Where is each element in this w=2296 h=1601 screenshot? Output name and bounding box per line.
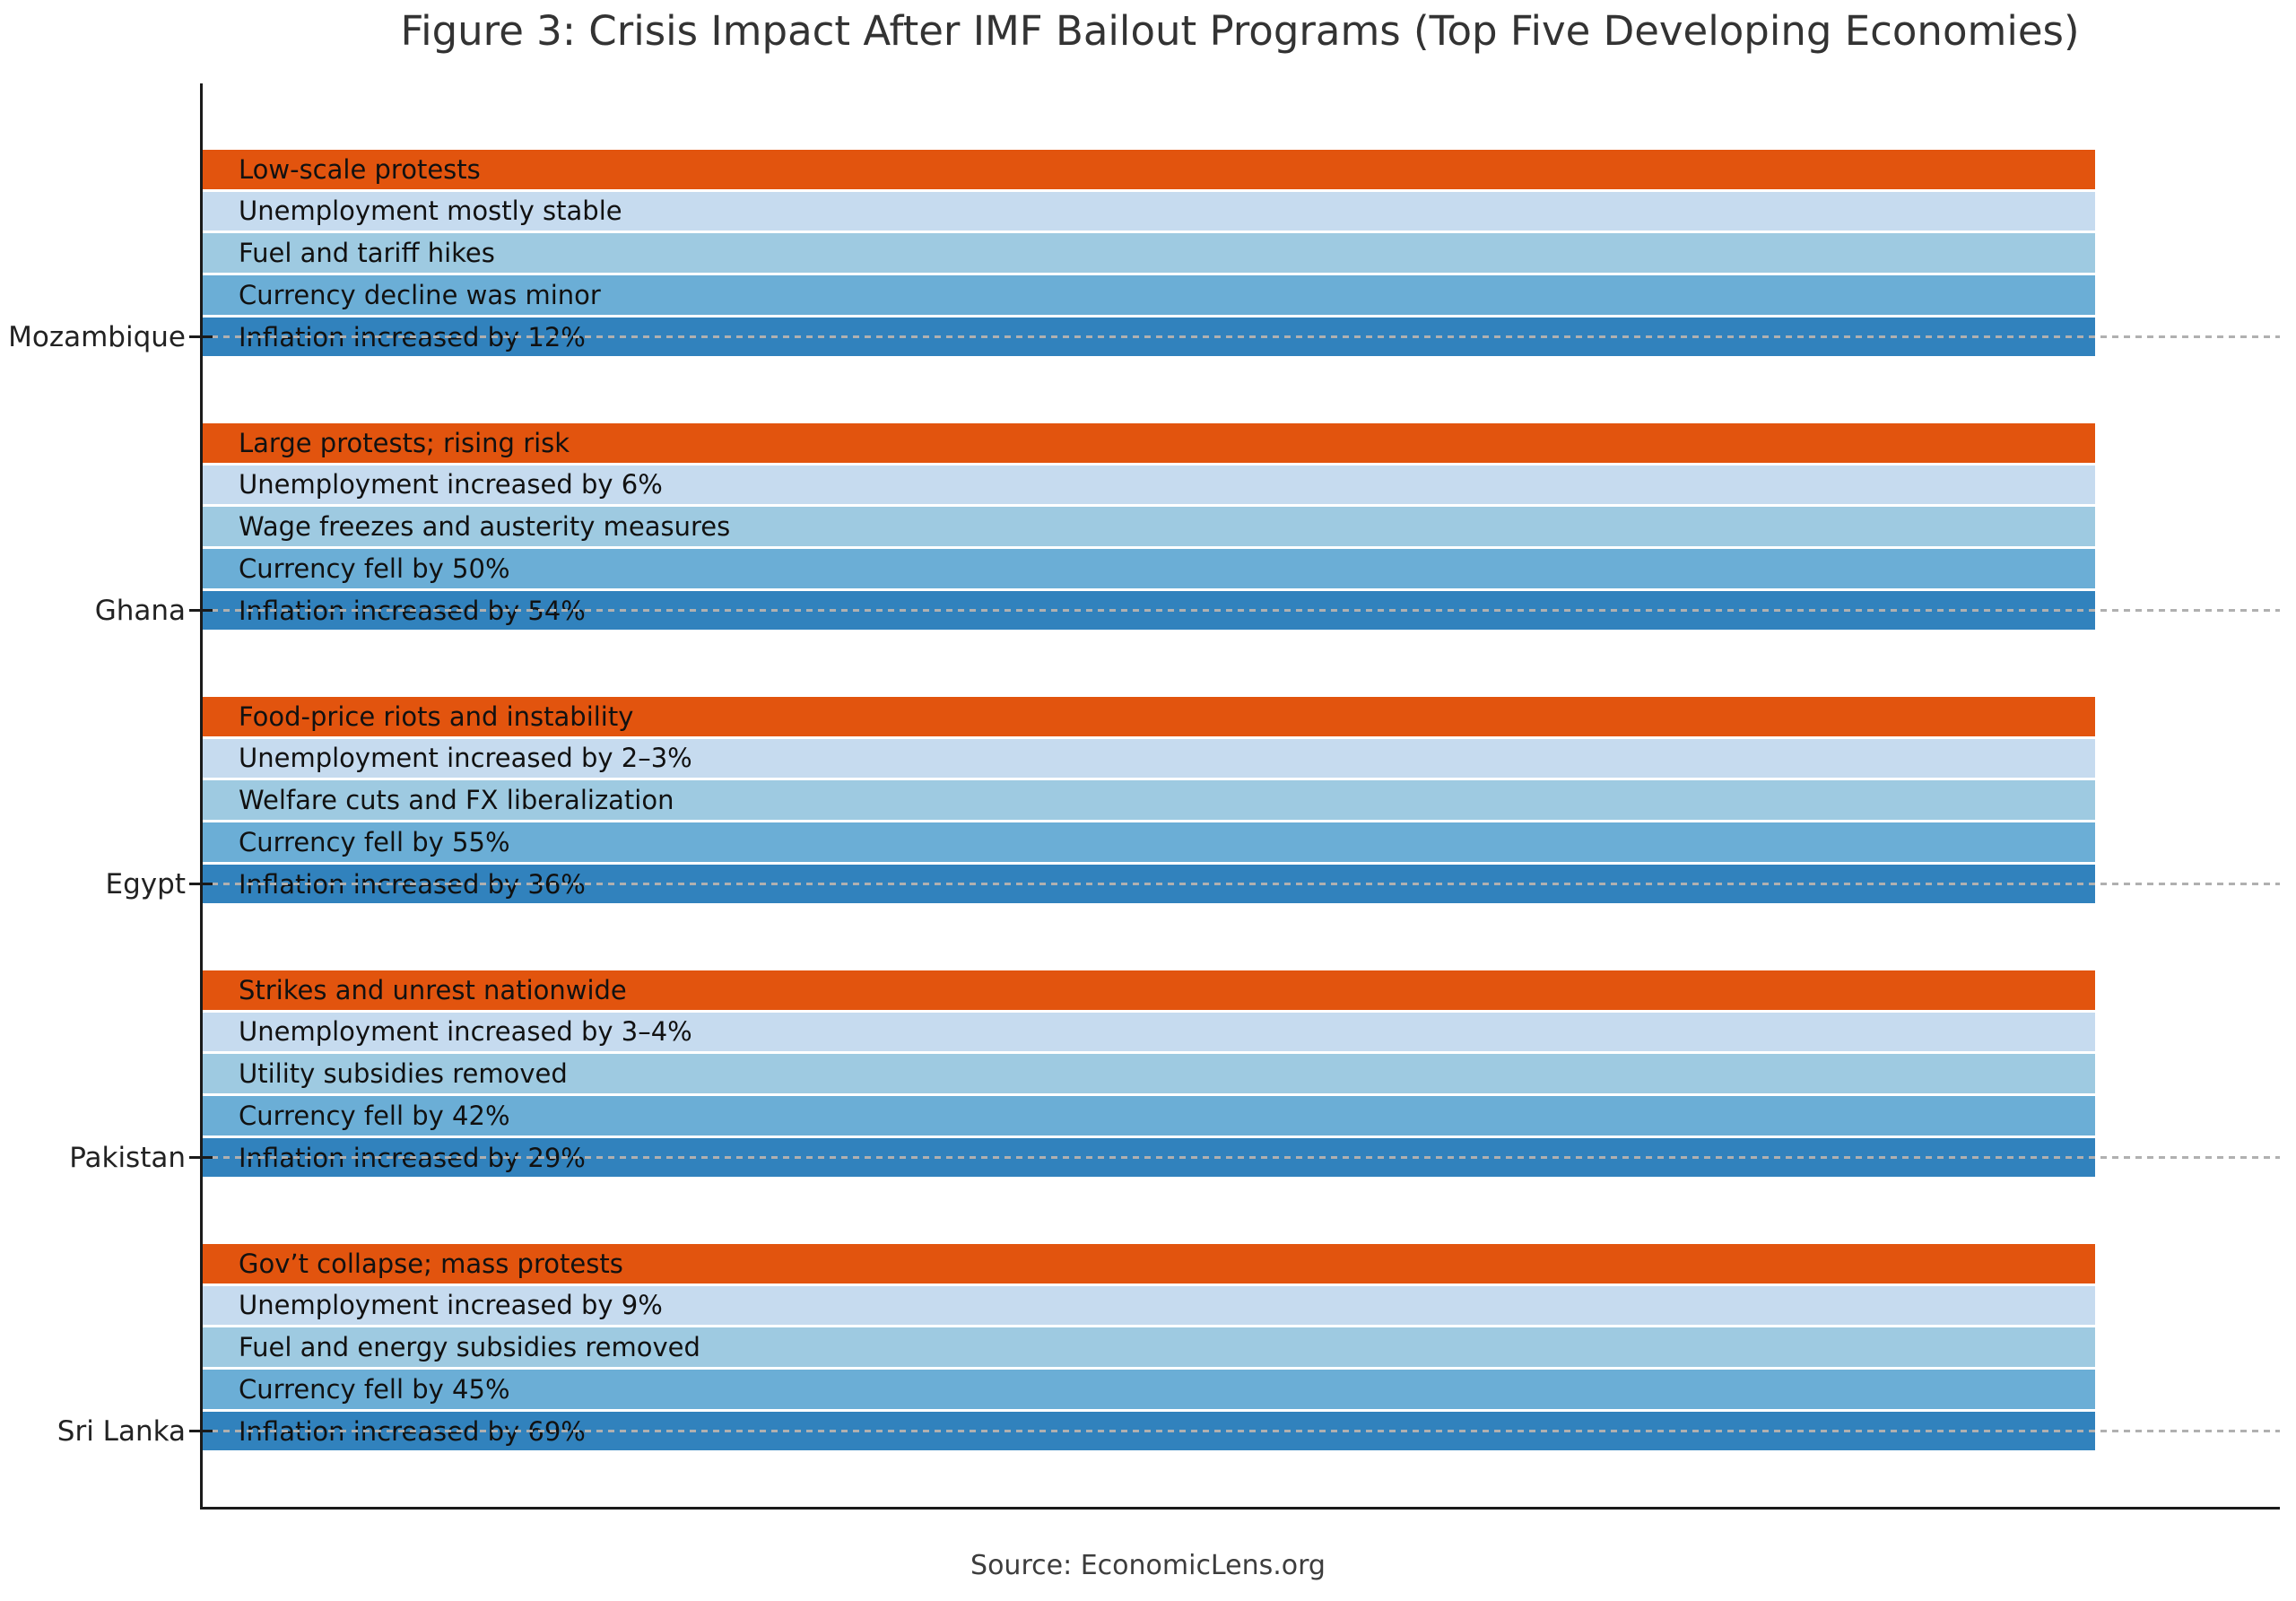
country-label: Mozambique: [8, 320, 186, 353]
bar-label: Unemployment increased by 9%: [239, 1290, 663, 1321]
bar-label: Gov’t collapse; mass protests: [239, 1248, 623, 1279]
country-label: Sri Lanka: [57, 1414, 186, 1448]
x-axis-line: [200, 1507, 2280, 1510]
source-caption: Source: EconomicLens.org: [970, 1550, 1326, 1581]
bar: Fuel and tariff hikes: [203, 233, 2095, 273]
bar: Welfare cuts and FX liberalization: [203, 780, 2095, 820]
y-tick: [189, 1430, 213, 1433]
bar: Currency fell by 50%: [203, 549, 2095, 588]
bar-label: Unemployment increased by 6%: [239, 469, 663, 500]
bar-label: Fuel and energy subsidies removed: [239, 1332, 700, 1363]
bar: Utility subsidies removed: [203, 1054, 2095, 1093]
bar: Currency fell by 55%: [203, 822, 2095, 862]
bar: Gov’t collapse; mass protests: [203, 1244, 2095, 1283]
bar: Currency fell by 42%: [203, 1096, 2095, 1135]
bar-label: Unemployment increased by 2–3%: [239, 743, 692, 774]
bar-label: Large protests; rising risk: [239, 427, 570, 458]
bar: Unemployment mostly stable: [203, 191, 2095, 231]
gridline: [200, 609, 2280, 612]
y-tick: [189, 883, 213, 886]
bar-label: Currency fell by 50%: [239, 553, 510, 584]
bar-label: Currency fell by 45%: [239, 1373, 510, 1405]
y-tick: [189, 609, 213, 613]
gridline: [200, 883, 2280, 885]
y-tick: [189, 1156, 213, 1160]
bar-label: Fuel and tariff hikes: [239, 238, 495, 269]
bar-label: Currency decline was minor: [239, 279, 601, 310]
bar-label: Strikes and unrest nationwide: [239, 974, 627, 1005]
bar: Currency decline was minor: [203, 275, 2095, 315]
bar-label: Currency fell by 55%: [239, 826, 510, 857]
country-label: Ghana: [94, 594, 186, 627]
country-label: Egypt: [105, 867, 186, 901]
country-label: Pakistan: [69, 1141, 186, 1174]
chart-title: Figure 3: Crisis Impact After IMF Bailou…: [400, 7, 2080, 55]
bar-label: Unemployment increased by 3–4%: [239, 1016, 692, 1048]
bar: Currency fell by 45%: [203, 1370, 2095, 1409]
y-tick: [189, 335, 213, 339]
bar: Food-price riots and instability: [203, 697, 2095, 736]
bar: Low-scale protests: [203, 150, 2095, 189]
bar: Unemployment increased by 3–4%: [203, 1012, 2095, 1052]
bar: Unemployment increased by 2–3%: [203, 738, 2095, 779]
gridline: [200, 1156, 2280, 1159]
gridline: [200, 1430, 2280, 1432]
bar-label: Welfare cuts and FX liberalization: [239, 785, 674, 816]
bar: Wage freezes and austerity measures: [203, 507, 2095, 546]
bar-label: Utility subsidies removed: [239, 1058, 568, 1090]
plot-area: Low-scale protests Unemployment mostly st…: [8, 83, 2280, 1510]
bar: Large protests; rising risk: [203, 423, 2095, 463]
bar-label: Wage freezes and austerity measures: [239, 511, 731, 543]
bar: Unemployment increased by 6%: [203, 465, 2095, 505]
bar: Fuel and energy subsidies removed: [203, 1327, 2095, 1367]
bar-label: Unemployment mostly stable: [239, 196, 622, 227]
bar-label: Food-price riots and instability: [239, 700, 634, 732]
bar-label: Currency fell by 42%: [239, 1100, 510, 1131]
bar: Unemployment increased by 9%: [203, 1285, 2095, 1326]
gridline: [200, 335, 2280, 338]
y-axis-line: [200, 83, 203, 1510]
bar: Strikes and unrest nationwide: [203, 970, 2095, 1010]
bar-label: Low-scale protests: [239, 153, 481, 185]
